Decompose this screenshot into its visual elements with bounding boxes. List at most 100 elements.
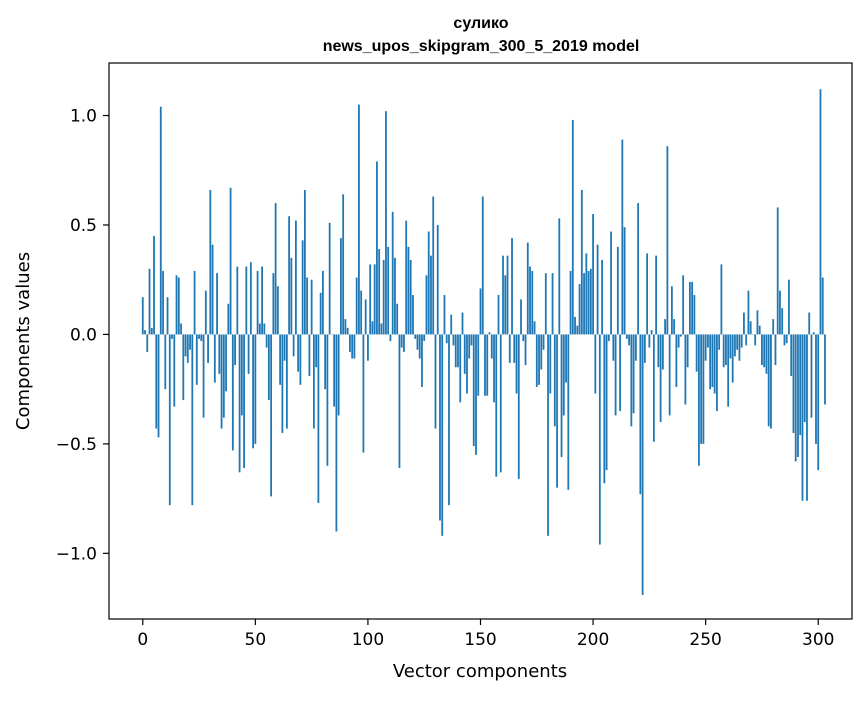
bar: [475, 334, 477, 454]
bar: [547, 334, 549, 535]
bar: [439, 334, 441, 520]
bar: [349, 334, 351, 352]
bar: [633, 334, 635, 413]
bar: [473, 334, 475, 446]
bar: [691, 282, 693, 335]
bar: [155, 334, 157, 428]
bar: [187, 334, 189, 362]
bar: [621, 140, 623, 335]
bar: [324, 334, 326, 389]
bar: [421, 334, 423, 387]
bar: [299, 334, 301, 384]
bar: [232, 334, 234, 450]
bar: [549, 334, 551, 393]
bar: [178, 278, 180, 335]
bar: [664, 319, 666, 334]
bar: [293, 334, 295, 356]
bar: [763, 334, 765, 367]
bar: [230, 188, 232, 335]
bar: [259, 323, 261, 334]
bar: [684, 334, 686, 404]
bar: [597, 245, 599, 335]
plot-frame: [109, 63, 852, 619]
bar: [606, 334, 608, 470]
bar: [385, 111, 387, 334]
bar: [288, 216, 290, 334]
bar: [252, 334, 254, 448]
bar: [263, 323, 265, 334]
bar: [151, 328, 153, 335]
bar: [678, 334, 680, 347]
bar: [644, 334, 646, 362]
x-tick-label: 300: [802, 630, 834, 650]
bar: [572, 120, 574, 335]
bar: [671, 286, 673, 334]
bar: [768, 334, 770, 426]
bar: [718, 334, 720, 349]
bar: [648, 334, 650, 347]
bar: [781, 308, 783, 334]
x-tick-label: 250: [689, 630, 721, 650]
bar: [714, 334, 716, 393]
bar: [491, 334, 493, 358]
bar: [784, 334, 786, 345]
bar: [315, 334, 317, 367]
bar: [243, 334, 245, 468]
bar: [687, 334, 689, 367]
bar: [347, 328, 349, 335]
bar: [732, 334, 734, 382]
bar: [277, 286, 279, 334]
bar: [660, 334, 662, 422]
bar: [374, 264, 376, 334]
bar: [207, 334, 209, 362]
x-tick-label: 0: [137, 630, 148, 650]
bar: [574, 317, 576, 335]
bar: [462, 313, 464, 335]
bar: [218, 334, 220, 373]
bar: [369, 264, 371, 334]
bar: [408, 247, 410, 335]
bar: [480, 288, 482, 334]
bar: [743, 313, 745, 335]
bar: [320, 293, 322, 335]
bar: [448, 334, 450, 505]
bar: [822, 278, 824, 335]
x-axis-label: Vector components: [393, 661, 567, 682]
bar: [241, 334, 243, 415]
bar: [820, 89, 822, 334]
bar: [239, 334, 241, 472]
bar: [216, 273, 218, 334]
bar: [669, 334, 671, 415]
bar: [227, 304, 229, 335]
bar: [507, 256, 509, 335]
bar: [176, 275, 178, 334]
bar: [209, 190, 211, 334]
bar: [146, 334, 148, 352]
bar: [750, 321, 752, 334]
bar: [817, 334, 819, 470]
bar: [356, 278, 358, 335]
chart-title-line1: сулико: [453, 15, 508, 32]
bar: [698, 334, 700, 465]
bar: [770, 334, 772, 428]
bar: [306, 278, 308, 335]
bar: [284, 334, 286, 360]
bar: [635, 334, 637, 360]
bar: [592, 214, 594, 334]
bar: [212, 245, 214, 335]
bar: [189, 334, 191, 349]
y-tick-label: −0.5: [56, 435, 97, 455]
bar: [423, 334, 425, 341]
bar: [205, 291, 207, 335]
bar: [624, 227, 626, 334]
bar: [815, 334, 817, 443]
bar: [360, 291, 362, 335]
bar: [437, 225, 439, 334]
y-tick-label: 0.0: [70, 325, 97, 345]
bar: [736, 334, 738, 349]
bar: [482, 197, 484, 335]
bar: [297, 334, 299, 371]
bar: [675, 334, 677, 387]
